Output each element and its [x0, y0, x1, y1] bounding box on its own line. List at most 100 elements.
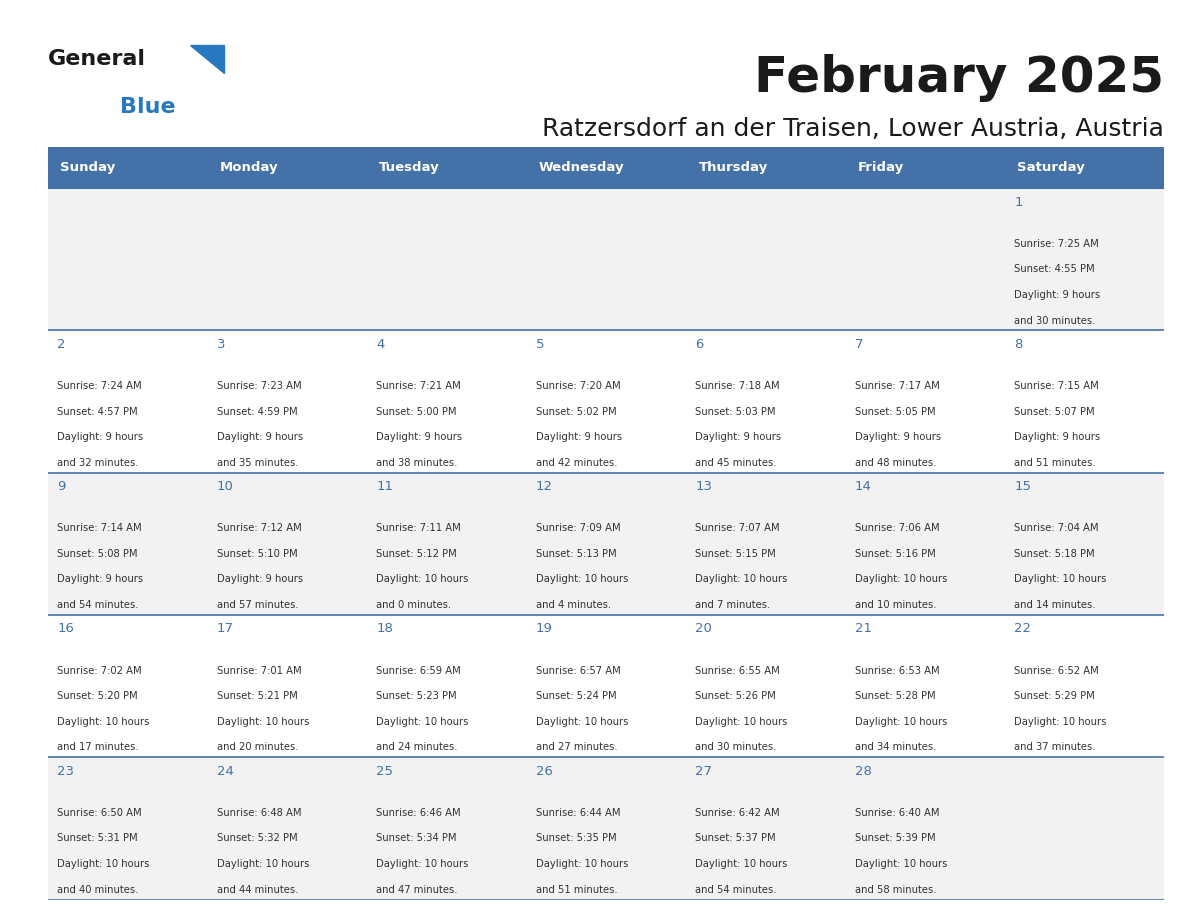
Text: and 27 minutes.: and 27 minutes. [536, 743, 618, 753]
Text: Sunset: 5:37 PM: Sunset: 5:37 PM [695, 834, 776, 844]
Bar [685, 330, 845, 473]
Text: February 2025: February 2025 [754, 54, 1164, 102]
Text: Daylight: 10 hours: Daylight: 10 hours [377, 859, 468, 869]
Text: Thursday: Thursday [699, 161, 767, 174]
Text: and 58 minutes.: and 58 minutes. [854, 885, 936, 895]
Text: and 45 minutes.: and 45 minutes. [695, 458, 777, 468]
Text: 24: 24 [216, 765, 234, 778]
Text: Friday: Friday [858, 161, 904, 174]
Text: and 17 minutes.: and 17 minutes. [57, 743, 139, 753]
Text: Sunset: 5:18 PM: Sunset: 5:18 PM [1015, 549, 1095, 559]
Text: Sunset: 5:08 PM: Sunset: 5:08 PM [57, 549, 138, 559]
Text: Daylight: 10 hours: Daylight: 10 hours [216, 717, 309, 727]
Text: Sunset: 5:29 PM: Sunset: 5:29 PM [1015, 691, 1095, 701]
Text: Sunset: 4:57 PM: Sunset: 4:57 PM [57, 407, 138, 417]
Text: Sunrise: 7:07 AM: Sunrise: 7:07 AM [695, 523, 779, 533]
Bar [367, 473, 526, 615]
Bar [48, 330, 207, 473]
Bar [845, 473, 1005, 615]
Text: Daylight: 10 hours: Daylight: 10 hours [57, 717, 150, 727]
Bar [48, 757, 207, 900]
Text: 28: 28 [854, 765, 872, 778]
Text: Sunset: 5:00 PM: Sunset: 5:00 PM [377, 407, 456, 417]
Text: Sunrise: 7:20 AM: Sunrise: 7:20 AM [536, 381, 620, 391]
Text: and 44 minutes.: and 44 minutes. [216, 885, 298, 895]
Bar [1005, 473, 1164, 615]
Text: Sunset: 5:32 PM: Sunset: 5:32 PM [216, 834, 297, 844]
Bar [48, 473, 207, 615]
Bar [845, 188, 1005, 330]
Bar [685, 473, 845, 615]
Bar [367, 330, 526, 473]
Text: Daylight: 10 hours: Daylight: 10 hours [536, 859, 628, 869]
Bar [207, 330, 367, 473]
Text: Sunrise: 7:04 AM: Sunrise: 7:04 AM [1015, 523, 1099, 533]
Text: 20: 20 [695, 622, 712, 635]
Text: Wednesday: Wednesday [539, 161, 625, 174]
Text: 6: 6 [695, 338, 703, 351]
Text: Daylight: 9 hours: Daylight: 9 hours [57, 575, 144, 585]
Text: and 32 minutes.: and 32 minutes. [57, 458, 139, 468]
Text: Sunrise: 7:17 AM: Sunrise: 7:17 AM [854, 381, 940, 391]
Text: 5: 5 [536, 338, 544, 351]
Text: 23: 23 [57, 765, 74, 778]
Text: 15: 15 [1015, 480, 1031, 493]
Text: Daylight: 9 hours: Daylight: 9 hours [536, 432, 621, 442]
Text: Sunset: 5:24 PM: Sunset: 5:24 PM [536, 691, 617, 701]
Text: Blue: Blue [120, 96, 176, 117]
Bar [48, 615, 207, 757]
Text: and 4 minutes.: and 4 minutes. [536, 600, 611, 610]
Text: Daylight: 9 hours: Daylight: 9 hours [57, 432, 144, 442]
Text: Daylight: 9 hours: Daylight: 9 hours [854, 432, 941, 442]
Bar [526, 188, 685, 330]
Text: Sunset: 5:34 PM: Sunset: 5:34 PM [377, 834, 456, 844]
Bar [48, 147, 1164, 188]
Text: Sunrise: 6:57 AM: Sunrise: 6:57 AM [536, 666, 620, 676]
Text: Sunrise: 7:11 AM: Sunrise: 7:11 AM [377, 523, 461, 533]
Text: Daylight: 10 hours: Daylight: 10 hours [854, 575, 947, 585]
Text: Daylight: 10 hours: Daylight: 10 hours [854, 717, 947, 727]
Polygon shape [190, 45, 225, 73]
Text: Daylight: 10 hours: Daylight: 10 hours [1015, 717, 1107, 727]
Text: and 37 minutes.: and 37 minutes. [1015, 743, 1095, 753]
Text: and 14 minutes.: and 14 minutes. [1015, 600, 1095, 610]
Text: 7: 7 [854, 338, 864, 351]
Text: Daylight: 10 hours: Daylight: 10 hours [695, 575, 788, 585]
Text: and 51 minutes.: and 51 minutes. [536, 885, 618, 895]
Text: 16: 16 [57, 622, 74, 635]
Text: Daylight: 9 hours: Daylight: 9 hours [1015, 290, 1100, 300]
Text: Tuesday: Tuesday [379, 161, 440, 174]
Text: Daylight: 10 hours: Daylight: 10 hours [695, 717, 788, 727]
Text: Daylight: 9 hours: Daylight: 9 hours [695, 432, 782, 442]
Text: Sunrise: 7:02 AM: Sunrise: 7:02 AM [57, 666, 141, 676]
Text: Sunset: 5:15 PM: Sunset: 5:15 PM [695, 549, 776, 559]
Text: General: General [48, 49, 145, 69]
Text: Daylight: 10 hours: Daylight: 10 hours [695, 859, 788, 869]
Bar [1005, 330, 1164, 473]
Text: and 35 minutes.: and 35 minutes. [216, 458, 298, 468]
Text: Sunrise: 6:52 AM: Sunrise: 6:52 AM [1015, 666, 1099, 676]
Text: and 7 minutes.: and 7 minutes. [695, 600, 771, 610]
Text: and 57 minutes.: and 57 minutes. [216, 600, 298, 610]
Bar [685, 615, 845, 757]
Text: Daylight: 9 hours: Daylight: 9 hours [216, 432, 303, 442]
Text: Daylight: 10 hours: Daylight: 10 hours [1015, 575, 1107, 585]
Text: Sunrise: 7:09 AM: Sunrise: 7:09 AM [536, 523, 620, 533]
Text: and 10 minutes.: and 10 minutes. [854, 600, 936, 610]
Bar [367, 757, 526, 900]
Text: Sunday: Sunday [61, 161, 115, 174]
Bar [207, 615, 367, 757]
Text: Daylight: 10 hours: Daylight: 10 hours [377, 575, 468, 585]
Text: Sunset: 5:07 PM: Sunset: 5:07 PM [1015, 407, 1095, 417]
Text: 10: 10 [216, 480, 234, 493]
Text: Sunrise: 7:12 AM: Sunrise: 7:12 AM [216, 523, 302, 533]
Bar [207, 757, 367, 900]
Text: Sunrise: 6:40 AM: Sunrise: 6:40 AM [854, 808, 940, 818]
Bar [1005, 757, 1164, 900]
Text: Sunrise: 7:18 AM: Sunrise: 7:18 AM [695, 381, 779, 391]
Text: and 24 minutes.: and 24 minutes. [377, 743, 457, 753]
Text: Sunset: 5:21 PM: Sunset: 5:21 PM [216, 691, 297, 701]
Text: Sunrise: 6:53 AM: Sunrise: 6:53 AM [854, 666, 940, 676]
Bar [526, 473, 685, 615]
Text: Sunset: 5:16 PM: Sunset: 5:16 PM [854, 549, 935, 559]
